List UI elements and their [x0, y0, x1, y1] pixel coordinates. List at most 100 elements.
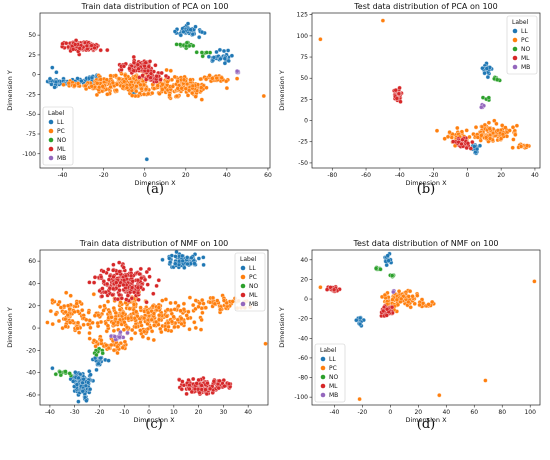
point-pc	[106, 345, 111, 351]
point-ml	[196, 377, 201, 383]
point-pc	[109, 342, 114, 348]
point-pc	[108, 84, 113, 90]
legend-marker-pc	[48, 128, 54, 134]
x-tick-label: 40	[442, 409, 450, 416]
point-pc	[87, 330, 92, 336]
point-pc	[138, 82, 143, 87]
point-pc	[164, 67, 169, 73]
point-ml	[117, 288, 122, 293]
point-ml	[148, 75, 153, 80]
point-ml	[131, 290, 137, 295]
point-mb	[479, 105, 484, 110]
point-pc	[408, 305, 413, 310]
point-pc	[57, 299, 62, 305]
point-pc	[357, 396, 362, 402]
point-ml	[398, 99, 403, 104]
point-ml	[121, 64, 127, 69]
point-pc	[138, 305, 143, 310]
x-tick-label: -40	[395, 172, 405, 179]
point-ll	[189, 255, 194, 260]
point-pc	[175, 86, 180, 91]
legend-title: Label	[320, 347, 337, 354]
x-axis-label: Dimension X	[134, 179, 176, 187]
point-ll	[222, 56, 227, 61]
point-ll	[178, 33, 183, 38]
legend-entry-pc: PC	[329, 365, 337, 372]
point-no	[100, 351, 105, 356]
x-tick-label: 0	[147, 409, 151, 416]
y-tick-label: -75	[26, 131, 36, 138]
point-pc	[76, 330, 82, 335]
point-pc	[203, 77, 209, 82]
point-pc	[75, 320, 81, 325]
y-tick-label: -40	[26, 370, 36, 377]
point-ml	[146, 64, 151, 69]
legend-entry-ml: ML	[521, 55, 530, 62]
legend-entry-mb: MB	[57, 155, 66, 162]
legend-marker-no	[48, 137, 54, 143]
point-pc	[511, 137, 516, 142]
point-ml	[106, 277, 112, 282]
point-ml	[111, 268, 116, 273]
point-ml	[470, 139, 475, 145]
point-ml	[158, 77, 163, 82]
point-ll	[76, 375, 81, 381]
x-axis-label: Dimension X	[405, 179, 447, 187]
point-pc	[56, 318, 62, 324]
point-pc	[318, 37, 323, 42]
point-pc	[68, 293, 73, 298]
point-ml	[64, 41, 69, 46]
point-ml	[468, 146, 473, 151]
axes-frame	[39, 12, 271, 169]
point-ml	[144, 269, 149, 275]
point-pc	[61, 82, 66, 87]
y-tick-label: 20	[28, 303, 36, 310]
x-tick-label: -20	[95, 409, 105, 416]
point-pc	[63, 324, 68, 329]
point-pc	[221, 298, 227, 303]
legend-entry-mb: MB	[521, 64, 530, 71]
point-pc	[157, 91, 162, 96]
y-tick-label: -50	[298, 160, 308, 167]
point-no	[63, 369, 68, 374]
x-axis-label: Dimension X	[405, 416, 447, 424]
legend-marker-pc	[320, 365, 326, 371]
legend-marker-no	[512, 46, 518, 52]
point-pc	[382, 292, 388, 298]
y-tick-label: -80	[298, 375, 308, 382]
y-tick-label: 0	[32, 325, 36, 332]
point-ml	[142, 63, 147, 69]
point-ml	[101, 269, 106, 274]
point-pc	[168, 300, 173, 306]
point-ml	[163, 73, 169, 79]
point-pc	[117, 307, 123, 312]
point-pc	[48, 308, 53, 314]
point-ml	[100, 286, 105, 291]
y-axis-label: Dimension Y	[278, 70, 286, 111]
point-pc	[114, 88, 119, 93]
point-pc	[45, 320, 50, 325]
point-pc	[68, 320, 73, 325]
chart-panel: Train data distribution of PCA on 100 -40…	[6, 2, 272, 197]
y-tick-label: 40	[300, 257, 308, 264]
point-pc	[487, 136, 493, 141]
point-ml	[191, 376, 196, 382]
point-pc	[153, 319, 159, 325]
point-ml	[129, 296, 134, 301]
point-pc	[155, 83, 160, 88]
point-ml	[142, 277, 148, 282]
point-pc	[475, 135, 480, 140]
point-ll	[94, 367, 99, 373]
point-pc	[50, 298, 55, 303]
point-ll	[358, 315, 363, 321]
point-no	[183, 43, 189, 49]
point-pc	[65, 312, 70, 318]
x-tick-label: 20	[497, 172, 505, 179]
point-pc	[105, 299, 111, 304]
point-mb	[112, 334, 117, 339]
point-ml	[111, 274, 116, 279]
point-pc	[63, 309, 68, 315]
point-pc	[130, 327, 135, 333]
point-ll	[385, 253, 390, 258]
point-pc	[224, 300, 229, 306]
